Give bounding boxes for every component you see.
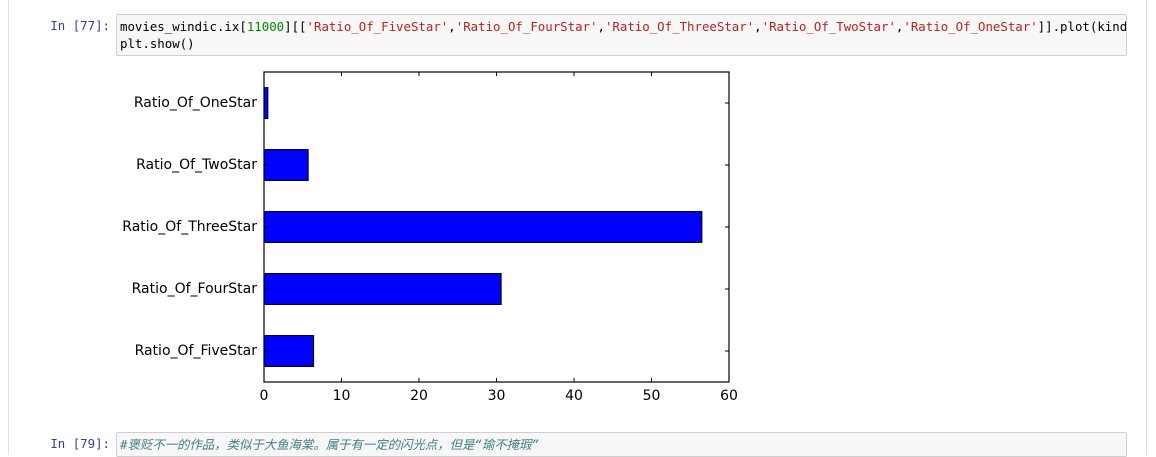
axes-frame — [263, 71, 730, 383]
code-token: 'Ratio_Of_FourStar' — [455, 19, 598, 34]
code-token: 'Ratio_Of_FiveStar' — [306, 19, 449, 34]
x-tick-label: 20 — [410, 388, 428, 404]
code-token: ]].plot(kind= — [1037, 19, 1127, 34]
code-token: 11000 — [246, 19, 285, 34]
code-line: movies_windic.ix[11000][['Ratio_Of_FiveS… — [120, 18, 1126, 35]
x-tick-label: 10 — [333, 388, 351, 404]
x-tick-label: 30 — [488, 388, 506, 404]
code-token: 'Ratio_Of_TwoStar' — [761, 19, 896, 34]
bar — [263, 273, 502, 305]
x-tick-label: 40 — [565, 388, 583, 404]
code-token: , — [597, 19, 605, 34]
code-token: , — [895, 19, 904, 34]
code-token: movies_windic.ix[ — [120, 19, 247, 34]
y-tick-label: Ratio_Of_FourStar — [132, 281, 258, 297]
bar — [263, 211, 703, 243]
x-tick-label: 50 — [643, 388, 661, 404]
y-tick-label: Ratio_Of_OneStar — [134, 95, 257, 111]
y-tick-label: Ratio_Of_ThreeStar — [122, 219, 257, 235]
bar — [263, 335, 315, 367]
code-token: plt.show() — [120, 36, 195, 51]
code-token: #褒贬不一的作品，类似于大鱼海棠。属于有一定的闪光点，但是“瑜不掩瑕” — [120, 437, 539, 452]
code-line: #褒贬不一的作品，类似于大鱼海棠。属于有一定的闪光点，但是“瑜不掩瑕” — [120, 436, 1123, 453]
code-token: 'Ratio_Of_ThreeStar' — [604, 19, 755, 34]
input-prompt: In [79]: — [50, 436, 110, 451]
code-cell[interactable]: movies_windic.ix[11000][['Ratio_Of_FiveS… — [116, 14, 1127, 56]
code-line: plt.show() — [120, 35, 1123, 52]
code-token: , — [448, 19, 456, 34]
code-token: 'Ratio_Of_OneStar' — [903, 19, 1038, 34]
x-tick-label: 0 — [260, 388, 269, 404]
y-tick-label: Ratio_Of_FiveStar — [135, 343, 258, 359]
input-prompt: In [77]: — [50, 18, 110, 33]
cell-frame — [8, 0, 1147, 455]
code-token: , — [754, 19, 762, 34]
y-tick-label: Ratio_Of_TwoStar — [136, 157, 257, 173]
bar — [263, 149, 309, 181]
code-token: ][[ — [284, 19, 307, 34]
x-tick-label: 60 — [720, 388, 738, 404]
